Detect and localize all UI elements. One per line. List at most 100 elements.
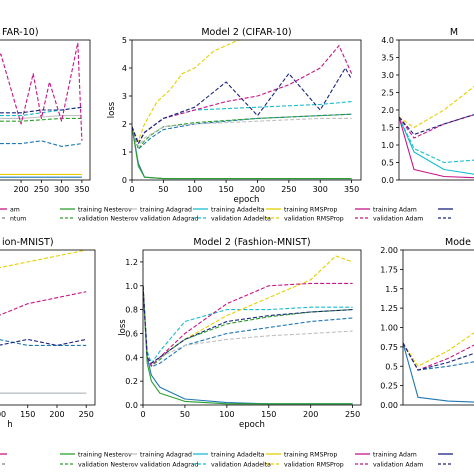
legend-label: training Adagrad <box>140 207 192 214</box>
x-tick-label: 50 <box>158 185 168 194</box>
series-line-validation-adamax <box>399 114 474 136</box>
y-tick-label: 3.5 <box>381 54 394 63</box>
chart-panel-3: 0.0 0.5 1.0 1.5 2.0 2.5 3.0 3.5 4.0 M <box>381 27 474 185</box>
x-tick-label: 100 <box>187 185 202 194</box>
series-line-validation-adamax <box>0 338 87 346</box>
series-line-training-sgd <box>143 285 353 405</box>
chart-title: Model 2 (Fashion-MNIST) <box>193 237 310 248</box>
y-tick-label: 0.5 <box>381 159 394 168</box>
x-tick-label: 350 <box>344 185 359 194</box>
y-tick-label: 4 <box>122 64 127 73</box>
series-line-validation-adam <box>0 42 83 141</box>
legend-row-2: ntum validation Nesterov validation Adagra… <box>0 216 453 223</box>
legend-label: validation Nesterov <box>78 216 139 223</box>
x-tick-label: 200 <box>303 410 318 419</box>
series-line-validation-adadelta <box>0 106 82 117</box>
x-tick-label: 200 <box>250 185 265 194</box>
x-tick-label: 150 <box>261 410 276 419</box>
series-layer <box>143 255 353 405</box>
x-tick-label: 150 <box>20 410 35 419</box>
x-tick-label: 300 <box>54 185 69 194</box>
y-axis-label: loss <box>118 319 128 336</box>
series-layer <box>132 40 353 180</box>
legend-label: validation Adam <box>373 216 423 223</box>
series-line-validation-rmsprop <box>132 40 245 142</box>
legend-label: validation Adagrad <box>140 462 199 469</box>
series-line-validation-sgd <box>0 339 87 346</box>
y-tick-label: 1.75 <box>380 265 398 274</box>
series-line-validation-rmsprop <box>403 332 474 367</box>
y-tick-label: 0.0 <box>125 401 138 410</box>
y-tick-label: 3 <box>122 92 127 101</box>
series-layer <box>0 42 83 178</box>
plot-frame <box>398 39 474 181</box>
chart-panel-5: 0 50 100 150 200 250 0.0 0.2 0.4 0.6 0.8 1.0 1.2 Mode… <box>118 237 362 430</box>
legend-label: training Adadelta <box>211 452 265 459</box>
legend-row-3: training Nesterov training Adagrad trainin… <box>0 452 453 459</box>
legend-label: training Adam <box>373 207 417 214</box>
y-tick-label: 0.0 <box>381 176 394 185</box>
y-tick-label: 5 <box>122 36 127 45</box>
series-line-validation-adam <box>0 291 87 316</box>
series-line-validation-adagrad <box>132 117 352 147</box>
y-tick-label: 2.5 <box>381 89 394 98</box>
x-tick-label: 250 <box>281 185 296 194</box>
legend-label: training Adagrad <box>140 452 192 459</box>
x-tick-label: 0 <box>140 410 145 419</box>
series-layer <box>0 250 87 394</box>
chart-title: Mode <box>445 237 471 248</box>
chart-title: ion-MNIST) <box>2 237 54 248</box>
chart-panel-1: 200 250 300 350 FAR-10) <box>0 27 91 194</box>
legend-label: training RMSProp <box>284 452 337 459</box>
y-tick-label: 0.2 <box>125 377 138 386</box>
series-line-validation-nesterov <box>0 117 82 122</box>
x-axis-label: epoch <box>234 195 260 205</box>
chart-title: Model 2 (CIFAR-10) <box>201 27 291 38</box>
series-line-validation-nesterov <box>143 285 353 367</box>
y-tick-label: 1.0 <box>125 282 138 291</box>
x-tick-label: 250 <box>79 410 94 419</box>
plot-frame <box>0 249 96 406</box>
legend-label: training Nesterov <box>78 207 132 214</box>
legend-label: validation RMSProp <box>284 462 344 469</box>
y-tick-label: 0.5 <box>385 362 398 371</box>
series-layer <box>399 85 474 179</box>
chart-panel-2: 0 50 100 150 200 250 300 350 0 1 2 3 4 5 Model 2 (CIFA… <box>107 27 362 205</box>
y-tick-label: 0.4 <box>125 353 138 362</box>
x-tick-label: 300 <box>313 185 328 194</box>
x-axis-label: h <box>7 420 12 430</box>
y-tick-label: 0.00 <box>380 401 398 410</box>
series-line-training-nesterov <box>132 126 352 180</box>
plot-frame <box>0 39 91 181</box>
series-line-training-adagrad <box>0 115 82 119</box>
y-tick-label: 1.2 <box>125 258 138 267</box>
series-line-training-adam <box>399 116 474 179</box>
y-tick-label: 2.00 <box>380 246 398 255</box>
series-line-validation-adamax <box>132 67 353 145</box>
series-line-validation-adadelta <box>399 116 474 164</box>
y-tick-label: 0 <box>122 176 127 185</box>
series-line-training-adagrad <box>0 392 87 394</box>
y-tick-label: 1.0 <box>381 141 394 150</box>
x-tick-label: 100 <box>0 410 6 419</box>
series-line-validation-nesterov <box>132 113 352 150</box>
legend-label: validation Nesterov <box>78 462 139 469</box>
y-tick-label: 1.5 <box>381 124 394 133</box>
legend-label: training RMSProp <box>284 207 337 214</box>
series-line-validation-adamax <box>0 106 82 114</box>
x-tick-label: 50 <box>180 410 190 419</box>
series-line-validation-adamax <box>403 342 474 371</box>
x-tick-label: 200 <box>49 410 64 419</box>
series-line-training-sgd <box>403 342 474 403</box>
y-axis-label: loss <box>107 101 117 118</box>
plot-frame <box>142 249 362 406</box>
x-tick-label: 0 <box>129 185 134 194</box>
chart-panel-4: 50100150200250ion-MNIST)h <box>0 237 96 430</box>
legend-label: validation Adadelta <box>211 462 271 469</box>
y-tick-label: 1.00 <box>380 324 398 333</box>
series-line-validation-adadelta <box>143 285 353 364</box>
legend-row-4: validation Nesterov validation Adagrad val… <box>0 462 453 469</box>
x-tick-label: 150 <box>218 185 233 194</box>
x-tick-label: 250 <box>345 410 360 419</box>
